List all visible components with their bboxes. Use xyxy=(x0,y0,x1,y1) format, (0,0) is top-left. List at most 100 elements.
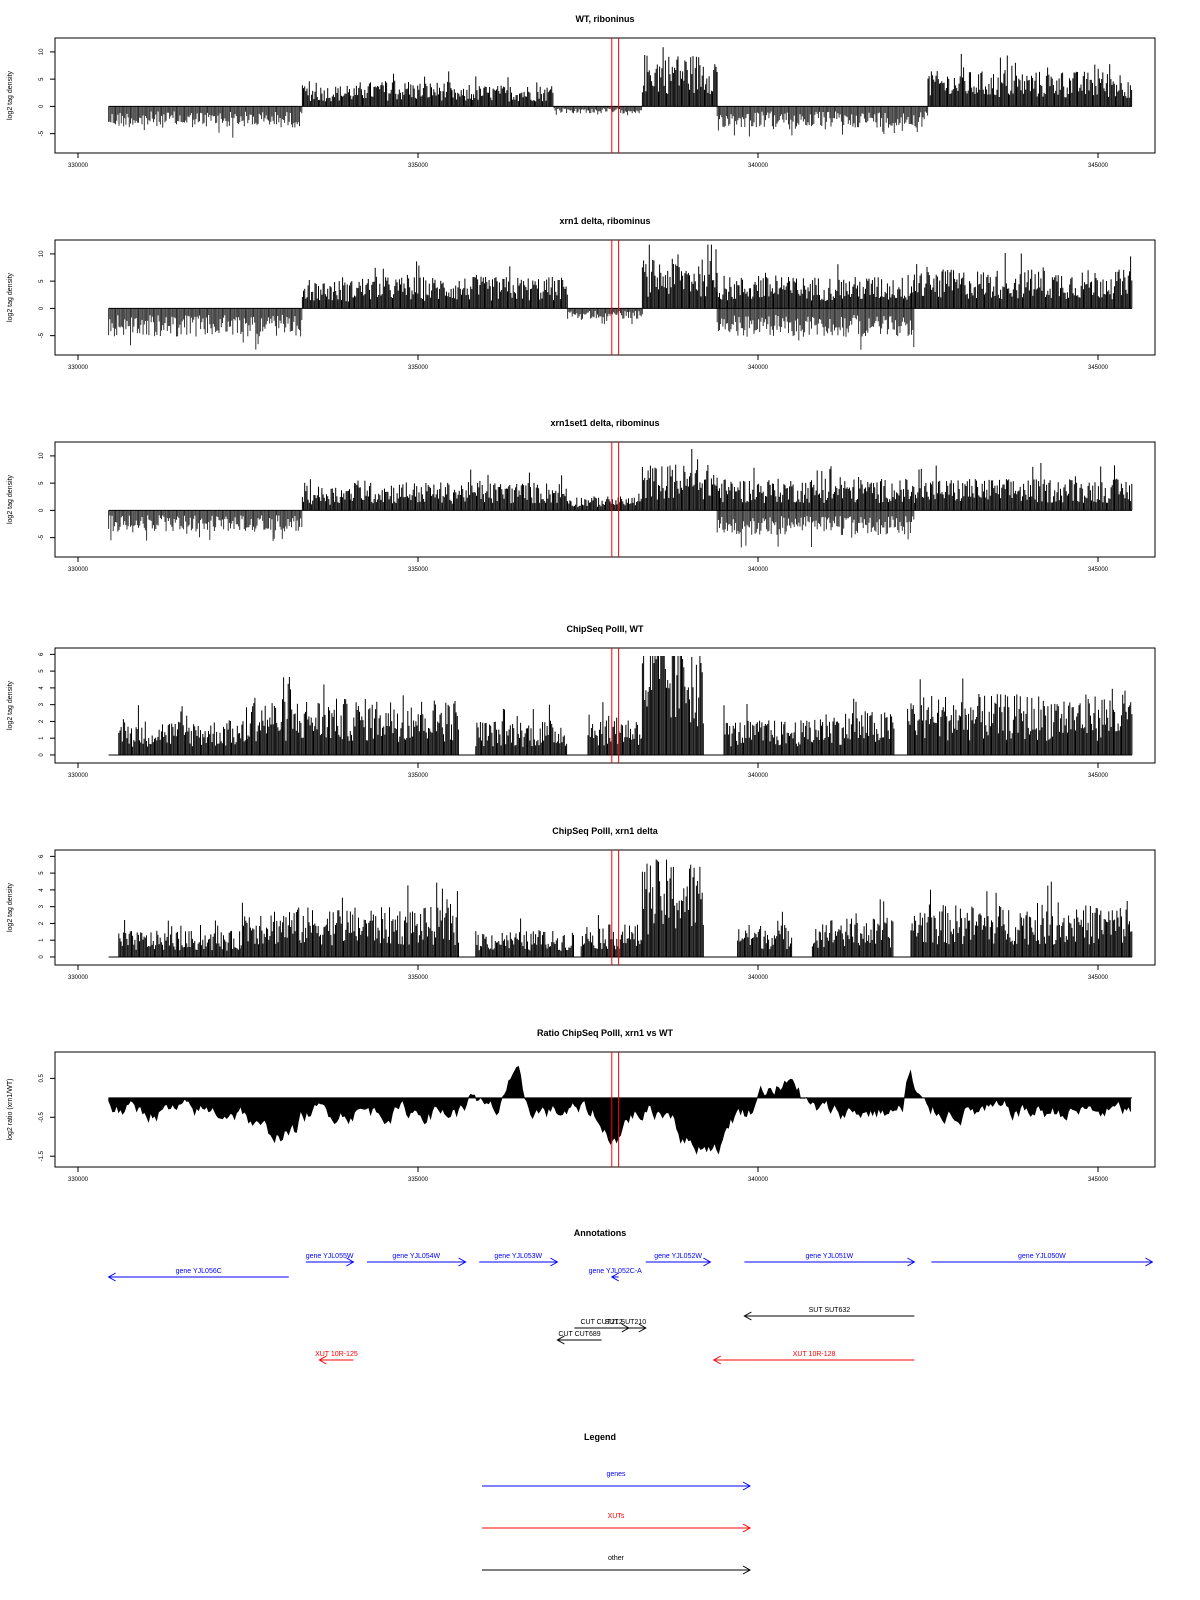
x-tick-label: 330000 xyxy=(68,163,89,169)
signal-segment-2 xyxy=(247,677,459,755)
x-tick-label: 345000 xyxy=(1088,163,1109,169)
legend-item-other: other xyxy=(482,1555,752,1575)
arrow-head xyxy=(1145,1257,1154,1267)
x-tick-label: 335000 xyxy=(408,163,429,169)
ratio-area xyxy=(108,1066,1131,1155)
x-tick-label: 345000 xyxy=(1088,975,1109,981)
y-tick-label: 5 xyxy=(39,669,45,673)
y-tick-label: -1.5 xyxy=(39,1150,45,1161)
plot-frame xyxy=(54,441,1156,558)
x-tick-label: 345000 xyxy=(1088,1177,1109,1183)
y-tick-label: -5 xyxy=(39,332,45,338)
panel-6: Ratio ChipSeq PolII, xrn1 vs WT -1.5 -0.5 0… xyxy=(7,1028,1156,1183)
signal-segment-2 xyxy=(240,882,459,957)
x-tick-label: 345000 xyxy=(1088,773,1109,779)
feature-arrow-2: gene YJL055W xyxy=(306,1253,355,1267)
y-axis-label: log2 tag density xyxy=(7,474,14,524)
x-tick-label: 335000 xyxy=(408,773,429,779)
plot-frame xyxy=(54,647,1156,764)
signal-segment-8 xyxy=(907,678,1133,755)
signal-segment-3 xyxy=(359,71,452,107)
panel-title: ChipSeq PolII, xrn1 delta xyxy=(552,826,659,836)
y-tick-label: 5 xyxy=(39,481,45,485)
signal-segment-5 xyxy=(641,859,704,957)
y-axis-label: log2 tag density xyxy=(7,882,14,932)
signal-segment-5 xyxy=(641,449,718,511)
arrow-head xyxy=(712,1355,722,1365)
arrow-head xyxy=(610,1272,620,1282)
y-tick-label: 2 xyxy=(39,719,45,723)
signal-segment-6 xyxy=(723,704,819,755)
signal-segment-5 xyxy=(641,656,704,755)
feature-label: gene YJL054W xyxy=(392,1253,440,1260)
feature-label: CUT CUT212 xyxy=(580,1319,622,1326)
legend-panel: Legend genes XUTs other xyxy=(482,1432,752,1575)
signal-segment-8 xyxy=(910,881,1133,957)
feature-arrow-4: gene YJL053W xyxy=(479,1253,559,1267)
y-tick-label: 10 xyxy=(39,452,45,459)
y-tick-label: 5 xyxy=(39,279,45,283)
feature-arrow-3: gene YJL054W xyxy=(367,1253,467,1267)
signal-segment-6 xyxy=(716,466,915,511)
x-tick-label: 340000 xyxy=(748,567,769,573)
feature-arrow-14: XUT 10R-128 xyxy=(712,1351,915,1365)
signal-segment-3 xyxy=(475,918,574,957)
arrow-head xyxy=(703,1257,712,1267)
feature-arrow-1: gene YJL056C xyxy=(107,1268,289,1282)
signal-segment-1 xyxy=(108,308,303,350)
signal-segment-2 xyxy=(301,81,361,107)
arrow-head xyxy=(743,1311,752,1321)
x-tick-label: 340000 xyxy=(748,975,769,981)
feature-label: gene YJL051W xyxy=(806,1253,854,1260)
y-tick-label: 10 xyxy=(39,48,45,55)
y-tick-label: 5 xyxy=(39,77,45,81)
feature-arrow-6: gene YJL052W xyxy=(645,1253,712,1267)
feature-label: XUT 10R-128 xyxy=(793,1351,836,1358)
panel-title: Ratio ChipSeq PolII, xrn1 vs WT xyxy=(537,1028,674,1038)
legend-item-gene: genes xyxy=(482,1471,752,1491)
x-tick-label: 330000 xyxy=(68,975,89,981)
y-tick-label: -0.5 xyxy=(39,1111,45,1122)
x-tick-label: 335000 xyxy=(408,1177,429,1183)
arrow-head xyxy=(550,1257,559,1267)
y-tick-label: 0 xyxy=(39,955,45,959)
signal-track xyxy=(108,1066,1132,1155)
annotations-title: Annotations xyxy=(574,1228,627,1238)
signal-segment-6 xyxy=(553,106,642,116)
feature-label: gene YJL050W xyxy=(1018,1253,1066,1260)
panel-title: xrn1set1 delta, ribominus xyxy=(550,418,659,428)
signal-segment-1 xyxy=(108,510,303,541)
y-tick-label: 4 xyxy=(39,888,45,892)
x-tick-label: 335000 xyxy=(408,567,429,573)
signal-segment-4 xyxy=(451,85,472,107)
feature-arrow-8: gene YJL050W xyxy=(931,1253,1154,1267)
signal-segment-4 xyxy=(587,702,643,755)
signal-segment-7 xyxy=(641,47,718,107)
x-tick-label: 340000 xyxy=(748,1177,769,1183)
signal-track xyxy=(108,656,1133,756)
feature-label: gene YJL052W xyxy=(654,1253,702,1260)
y-tick-label: 1 xyxy=(39,736,45,740)
y-tick-label: 0 xyxy=(39,306,45,310)
signal-segment-2 xyxy=(301,277,354,309)
legend-label: other xyxy=(608,1555,625,1562)
feature-label: gene YJL055W xyxy=(306,1253,354,1260)
arrow-head xyxy=(556,1335,565,1345)
x-tick-label: 340000 xyxy=(748,773,769,779)
feature-arrow-10: CUT CUT689 xyxy=(556,1331,602,1345)
panel-4: ChipSeq PolII, WT 0 1 2 3 4 5 6 log2 tag density… xyxy=(7,624,1156,779)
panel-title: WT, riboninus xyxy=(576,14,635,24)
panel-1: WT, riboninus -5 0 5 10 log2 tag density 33000… xyxy=(7,14,1156,169)
y-tick-label: 2 xyxy=(39,921,45,925)
plot-frame xyxy=(54,849,1156,966)
signal-segment-9 xyxy=(927,53,1133,107)
feature-label: SUT SUT210 xyxy=(605,1319,647,1326)
x-tick-label: 330000 xyxy=(68,567,89,573)
feature-arrow-12: SUT SUT210 xyxy=(605,1319,647,1333)
x-tick-label: 330000 xyxy=(68,773,89,779)
x-tick-label: 340000 xyxy=(748,365,769,371)
signal-segment-8 xyxy=(913,462,1133,511)
y-axis-label: log2 tag density xyxy=(7,272,14,322)
signal-segment-4 xyxy=(567,308,643,325)
